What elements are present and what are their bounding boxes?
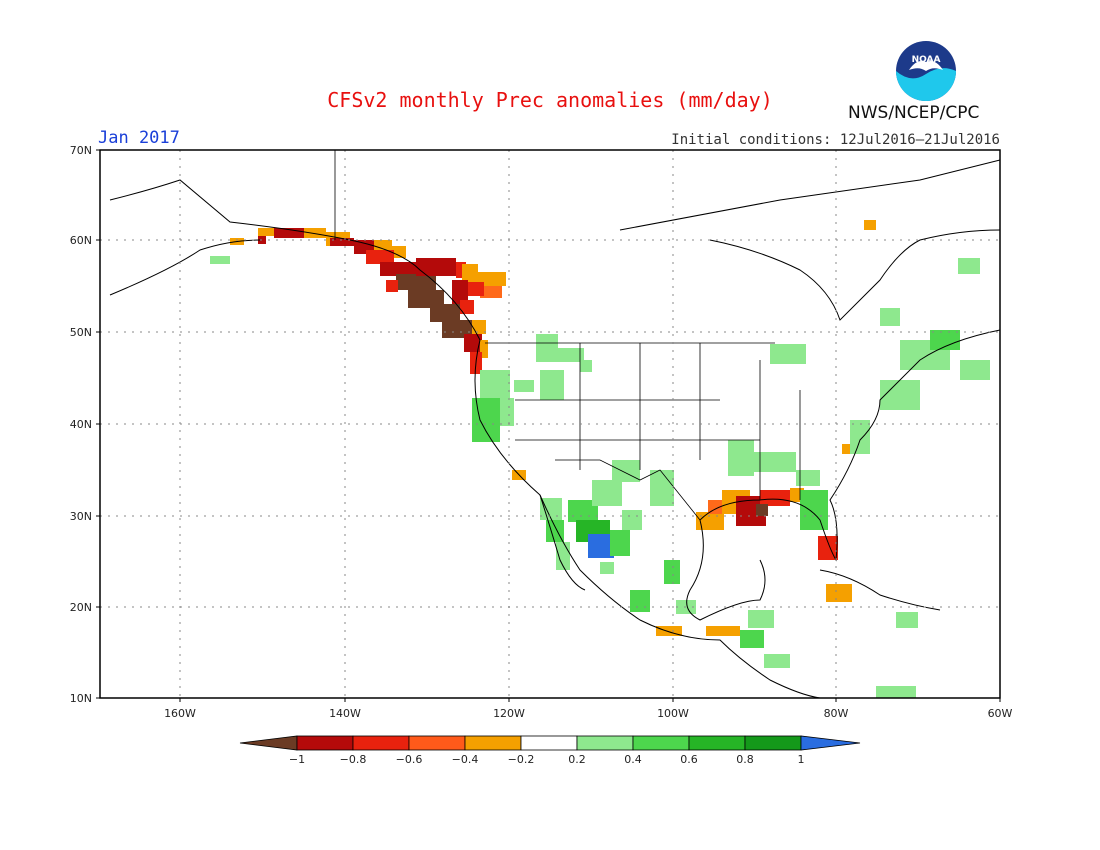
colorbar-cell xyxy=(744,735,802,751)
colorbar-label: −1 xyxy=(289,753,305,766)
lat-label-60n: 60N xyxy=(70,234,92,247)
lon-label-160w: 160W xyxy=(164,707,196,720)
initial-conditions: Initial conditions: 12Jul2016–21Jul2016 xyxy=(671,132,1000,148)
noaa-logo: NOAA xyxy=(896,41,956,101)
lat-label-20n: 20N xyxy=(70,601,92,614)
lat-label-50n: 50N xyxy=(70,326,92,339)
colorbar-cell xyxy=(632,735,690,751)
forecast-month: Jan 2017 xyxy=(98,128,180,148)
lat-label-70n: 70N xyxy=(70,144,92,157)
coastlines xyxy=(109,159,1001,699)
colorbar xyxy=(239,735,861,751)
lat-label-40n: 40N xyxy=(70,418,92,431)
colorbar-cell xyxy=(576,735,634,751)
lat-label-30n: 30N xyxy=(70,510,92,523)
svg-text:NOAA: NOAA xyxy=(912,55,941,65)
axis-ticks xyxy=(96,149,1001,702)
colorbar-labels: −1 −0.8 −0.6 −0.4 −0.2 0.2 0.4 0.6 0.8 1 xyxy=(289,753,805,766)
state-borders xyxy=(334,150,801,521)
lon-label-140w: 140W xyxy=(329,707,361,720)
colorbar-label: −0.8 xyxy=(340,753,367,766)
colorbar-label: 0.6 xyxy=(680,753,698,766)
lon-label-120w: 120W xyxy=(493,707,525,720)
colorbar-arrow-left xyxy=(239,735,298,751)
lat-label-10n: 10N xyxy=(70,692,92,705)
lon-label-60w: 60W xyxy=(988,707,1013,720)
colorbar-cell xyxy=(688,735,746,751)
colorbar-cell xyxy=(352,735,410,751)
colorbar-cell xyxy=(296,735,354,751)
colorbar-arrow-right xyxy=(800,735,861,751)
colorbar-label: −0.6 xyxy=(396,753,423,766)
colorbar-cell xyxy=(520,735,578,751)
colorbar-label: 0.2 xyxy=(568,753,586,766)
colorbar-label: 0.8 xyxy=(736,753,754,766)
map-title: CFSv2 monthly Prec anomalies (mm/day) xyxy=(327,88,773,112)
lon-label-80w: 80W xyxy=(824,707,849,720)
lon-labels: 160W 140W 120W 100W 80W 60W xyxy=(164,707,1012,720)
lon-label-100w: 100W xyxy=(657,707,689,720)
anomaly-cells xyxy=(210,220,990,698)
colorbar-label: 1 xyxy=(798,753,805,766)
colorbar-label: 0.4 xyxy=(624,753,642,766)
colorbar-label: −0.4 xyxy=(452,753,479,766)
colorbar-label: −0.2 xyxy=(508,753,535,766)
lat-labels: 70N 60N 50N 40N 30N 20N 10N xyxy=(70,144,92,705)
grid-lines xyxy=(100,150,1000,698)
agency-label: NWS/NCEP/CPC xyxy=(848,103,980,123)
colorbar-cell xyxy=(408,735,466,751)
colorbar-cell xyxy=(464,735,522,751)
